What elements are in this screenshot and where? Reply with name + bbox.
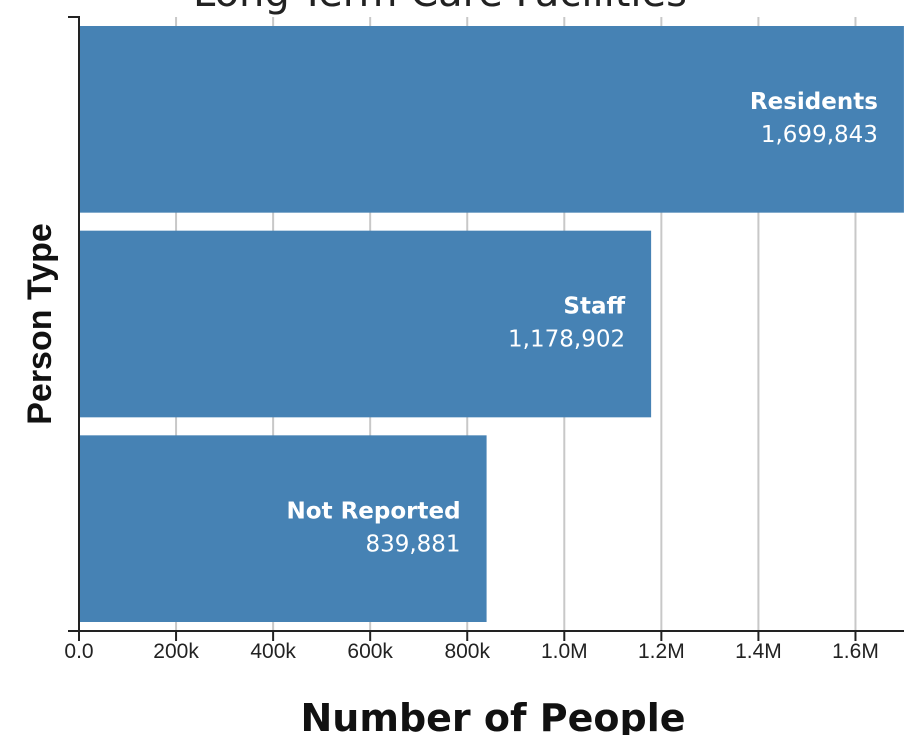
x-tick-label: 800k (444, 640, 490, 663)
x-tick-label: 400k (250, 640, 296, 663)
x-axis-ticks: 0.0 200k 400k 600k 800k 1.0M 1.2M 1.4M 1.6M (64, 631, 879, 663)
x-tick-label: 600k (347, 640, 393, 663)
bar-value-label: 1,699,843 (761, 122, 878, 148)
x-axis-title: Number of People (301, 696, 686, 735)
x-tick-label: 200k (153, 640, 199, 663)
x-tick-label: 0.0 (64, 640, 93, 663)
y-axis-title: Person Type (21, 223, 59, 425)
y-axis-line (68, 16, 80, 632)
x-tick-label: 1.6M (832, 640, 879, 663)
x-tick-label: 1.4M (735, 640, 782, 663)
bar-value-label: 1,178,902 (508, 327, 625, 353)
x-tick-label: 1.0M (541, 640, 588, 663)
bar-category-label: Not Reported (287, 498, 461, 524)
x-tick-label: 1.2M (638, 640, 685, 663)
bars: Residents 1,699,843 Staff 1,178,902 Not Repo… (79, 26, 904, 622)
bar-value-label: 839,881 (365, 531, 460, 557)
bar (79, 230, 652, 418)
axes (68, 16, 904, 632)
chart-title: Long-Term Care Facilities (193, 0, 687, 16)
bar (79, 435, 487, 622)
bar-category-label: Residents (750, 89, 878, 115)
bar-category-label: Staff (563, 294, 625, 320)
bar (79, 26, 904, 213)
